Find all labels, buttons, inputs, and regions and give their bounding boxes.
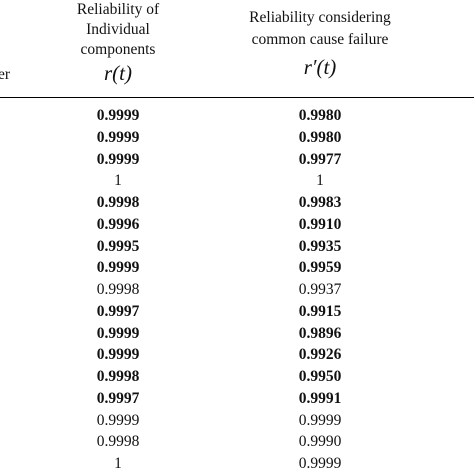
header-text: common cause failure: [251, 31, 389, 48]
cell: 0.9999: [298, 411, 342, 429]
header-symbol: r(t): [104, 61, 132, 85]
header-rule: [0, 97, 474, 98]
cell: 0.9998: [96, 281, 140, 298]
cell: 0.9937: [298, 281, 342, 298]
cell: 0.9999: [96, 259, 140, 277]
cell: 0.9998: [96, 194, 140, 211]
cell: 0.9926: [298, 346, 342, 364]
header-text: Reliability of: [76, 1, 160, 18]
header-text: er: [0, 66, 10, 83]
cell: 0.9999: [96, 107, 140, 124]
cell: 0.9999: [96, 128, 140, 146]
cell: 0.9997: [96, 302, 140, 320]
cell: 0.9935: [298, 237, 342, 255]
cell: 0.9950: [298, 368, 342, 385]
cell: 0.9999: [96, 324, 140, 342]
header-symbol: r′(t): [303, 55, 337, 79]
cell: 0.9980: [298, 107, 342, 124]
cell: 0.9999: [96, 346, 140, 364]
cell: 0.9991: [298, 389, 342, 407]
cell: 0.9915: [298, 302, 342, 320]
header-text: Individual: [86, 21, 150, 38]
cell: 0.9995: [96, 237, 140, 255]
cell: 0.9999: [96, 411, 140, 429]
cell: 1: [316, 172, 324, 190]
header-text: components: [80, 41, 156, 58]
cell: 0.9998: [96, 433, 140, 451]
cell: 0.9896: [298, 324, 342, 342]
cell: 0.9959: [298, 259, 342, 277]
cell: 0.9990: [298, 433, 342, 451]
cell: 1: [114, 172, 122, 190]
cell: 0.9983: [298, 194, 342, 211]
cell: 0.9996: [96, 215, 140, 233]
cell: 0.9910: [298, 215, 342, 233]
cell: 0.9999: [298, 455, 342, 472]
cell: 0.9977: [298, 150, 342, 168]
header-text: Reliability considering: [249, 9, 391, 26]
cell: 0.9980: [298, 128, 342, 146]
cell: 0.9997: [96, 389, 140, 407]
cell: 0.9999: [96, 150, 140, 168]
cell: 1: [114, 455, 122, 472]
cell: 0.9998: [96, 368, 140, 385]
